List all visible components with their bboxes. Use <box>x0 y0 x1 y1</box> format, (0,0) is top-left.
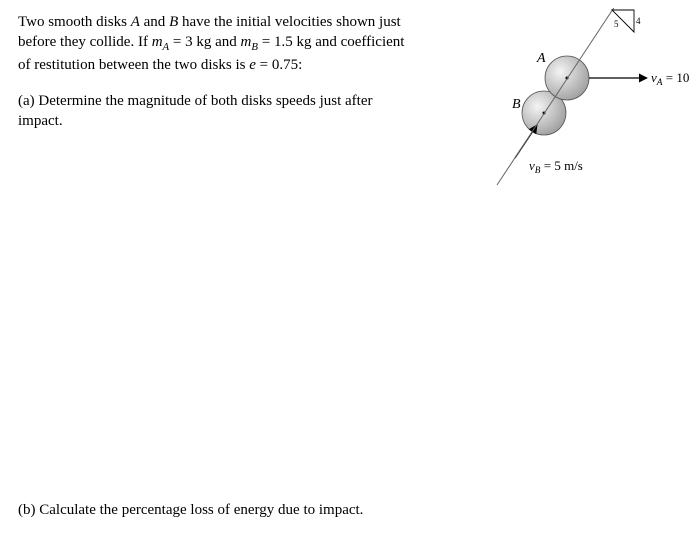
label-A: A <box>536 51 546 66</box>
svg-text:5: 5 <box>614 19 619 29</box>
label-B: B <box>512 97 521 112</box>
text: Two smooth disks <box>18 14 131 30</box>
svg-text:4: 4 <box>636 16 641 26</box>
problem-statement: Two smooth disks A and B have the initia… <box>18 12 418 132</box>
part-a: (a) Determine the magnitude of both disk… <box>18 91 418 132</box>
mA-sym: m <box>152 34 163 50</box>
vB-val: = 5 m/s <box>541 158 583 173</box>
vA-label: vA = 10 m/s <box>651 70 692 88</box>
slope-triangle: 3 4 5 <box>612 8 641 32</box>
var-A: A <box>131 14 140 30</box>
mB-sub: B <box>251 41 258 53</box>
part-b: (b) Calculate the percentage loss of ene… <box>18 502 363 519</box>
vA-val: = 10 m/s <box>663 70 693 85</box>
collision-diagram: 3 4 5 A B vA = 10 m/s vB = 5 m/s <box>437 8 692 208</box>
svg-text:3: 3 <box>621 8 626 10</box>
e-sym: e <box>249 57 256 73</box>
mA-eq: = 3 kg and <box>169 34 240 50</box>
vB-label: vB = 5 m/s <box>529 158 583 176</box>
text: and <box>140 14 169 30</box>
mB-sym: m <box>241 34 252 50</box>
var-B: B <box>169 14 178 30</box>
e-eq: = 0.75: <box>256 57 302 73</box>
